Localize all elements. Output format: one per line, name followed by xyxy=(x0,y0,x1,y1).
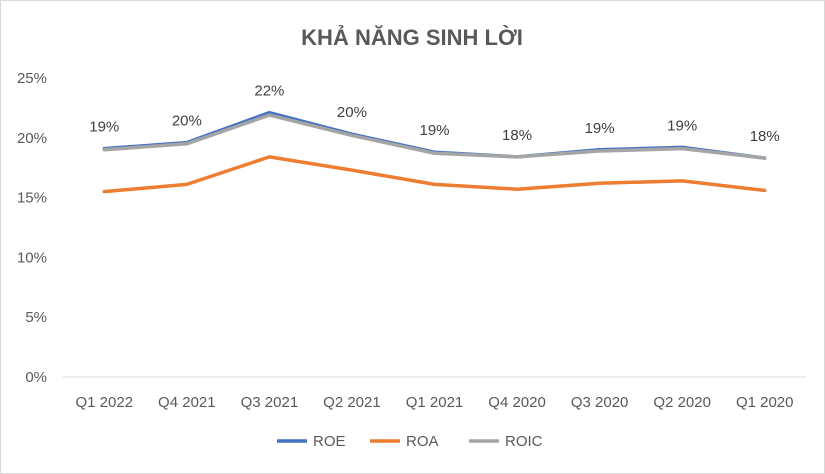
legend-label: ROE xyxy=(313,433,346,450)
legend-item-roa: ROA xyxy=(370,433,439,450)
data-label: 18% xyxy=(502,127,532,144)
series-line-roic xyxy=(102,113,767,160)
legend-item-roic: ROIC xyxy=(469,433,543,450)
data-label: 19% xyxy=(667,117,697,134)
data-label: 19% xyxy=(419,122,449,139)
data-labels: 19% 20% 22% 20% 19% 18% 19% 19% 18% xyxy=(89,83,779,145)
y-tick-label: 0% xyxy=(25,369,47,386)
y-tick-label: 20% xyxy=(17,130,47,147)
data-label: 18% xyxy=(750,128,780,145)
chart-title: KHẢ NĂNG SINH LỜI xyxy=(301,25,523,50)
legend-label: ROA xyxy=(406,433,439,450)
x-tick-label: Q2 2021 xyxy=(323,394,381,411)
y-tick-label: 25% xyxy=(17,70,47,87)
series-layer xyxy=(102,110,767,194)
data-label: 19% xyxy=(585,120,615,137)
x-tick-label: Q3 2021 xyxy=(241,394,299,411)
y-tick-label: 15% xyxy=(17,190,47,207)
x-tick-label: Q2 2020 xyxy=(653,394,711,411)
x-tick-label: Q4 2021 xyxy=(158,394,216,411)
y-tick-label: 5% xyxy=(25,309,47,326)
y-tick-label: 10% xyxy=(17,249,47,266)
data-label: 20% xyxy=(172,113,202,130)
x-tick-label: Q4 2020 xyxy=(488,394,546,411)
y-axis: 0% 5% 10% 15% 20% 25% xyxy=(17,70,47,386)
legend-item-roe: ROE xyxy=(277,433,346,450)
legend: ROE ROA ROIC xyxy=(277,433,543,450)
data-label: 19% xyxy=(89,119,119,136)
x-tick-label: Q1 2021 xyxy=(406,394,464,411)
x-tick-label: Q1 2020 xyxy=(736,394,794,411)
data-label: 20% xyxy=(337,104,367,121)
x-tick-label: Q3 2020 xyxy=(571,394,629,411)
legend-label: ROIC xyxy=(505,433,543,450)
x-tick-label: Q1 2022 xyxy=(76,394,134,411)
x-axis: Q1 2022 Q4 2021 Q3 2021 Q2 2021 Q1 2021 Q4 20… xyxy=(76,394,794,411)
series-line-roa xyxy=(102,155,767,194)
data-label: 22% xyxy=(254,83,284,100)
